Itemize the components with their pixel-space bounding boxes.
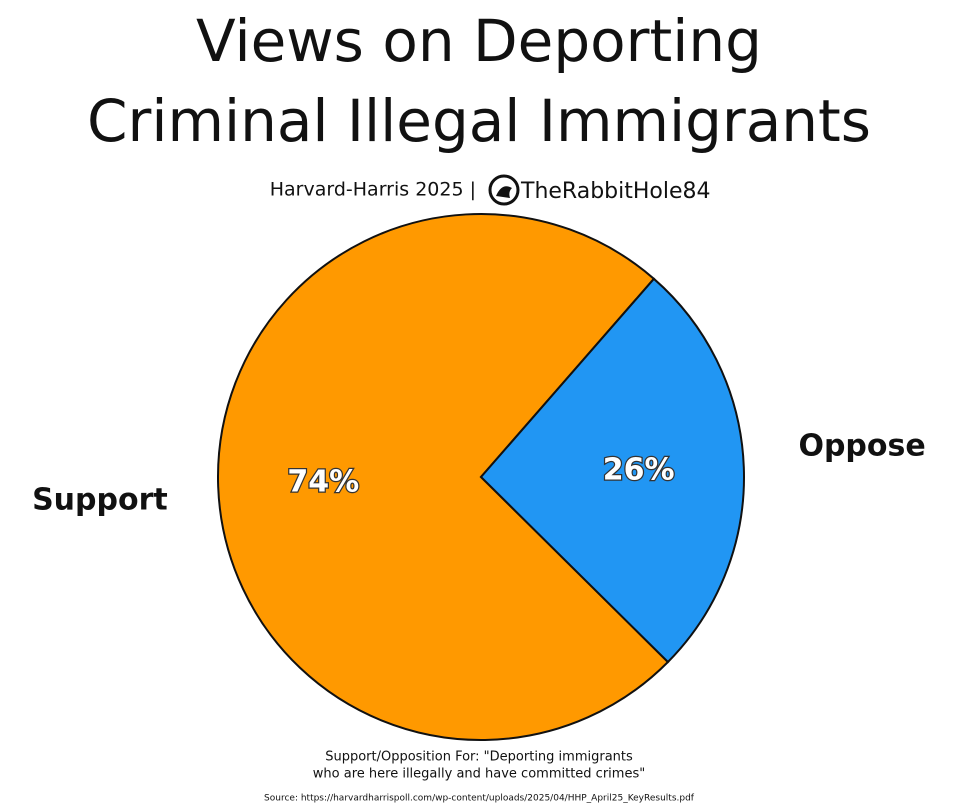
- pie-slice: [217, 213, 670, 741]
- chart-title: Criminal Illegal Immigrants: [87, 87, 871, 155]
- category-label: Support: [32, 482, 168, 517]
- chart-title: Views on Deporting: [196, 7, 762, 75]
- chart-source: Source: https://harvardharrispoll.com/wp…: [264, 794, 695, 804]
- chart-note: Support/Opposition For: "Deporting immig…: [325, 750, 633, 765]
- chart-note: who are here illegally and have committe…: [313, 767, 645, 782]
- value-label: 26%: [603, 453, 675, 488]
- category-label: Oppose: [798, 429, 925, 464]
- chart-subtitle: Harvard-Harris 2025 |: [270, 179, 476, 201]
- chart-author: TheRabbitHole84: [520, 179, 711, 204]
- author-icon: [488, 174, 520, 206]
- pie-slice: [479, 277, 745, 664]
- value-label: 74%: [287, 464, 359, 499]
